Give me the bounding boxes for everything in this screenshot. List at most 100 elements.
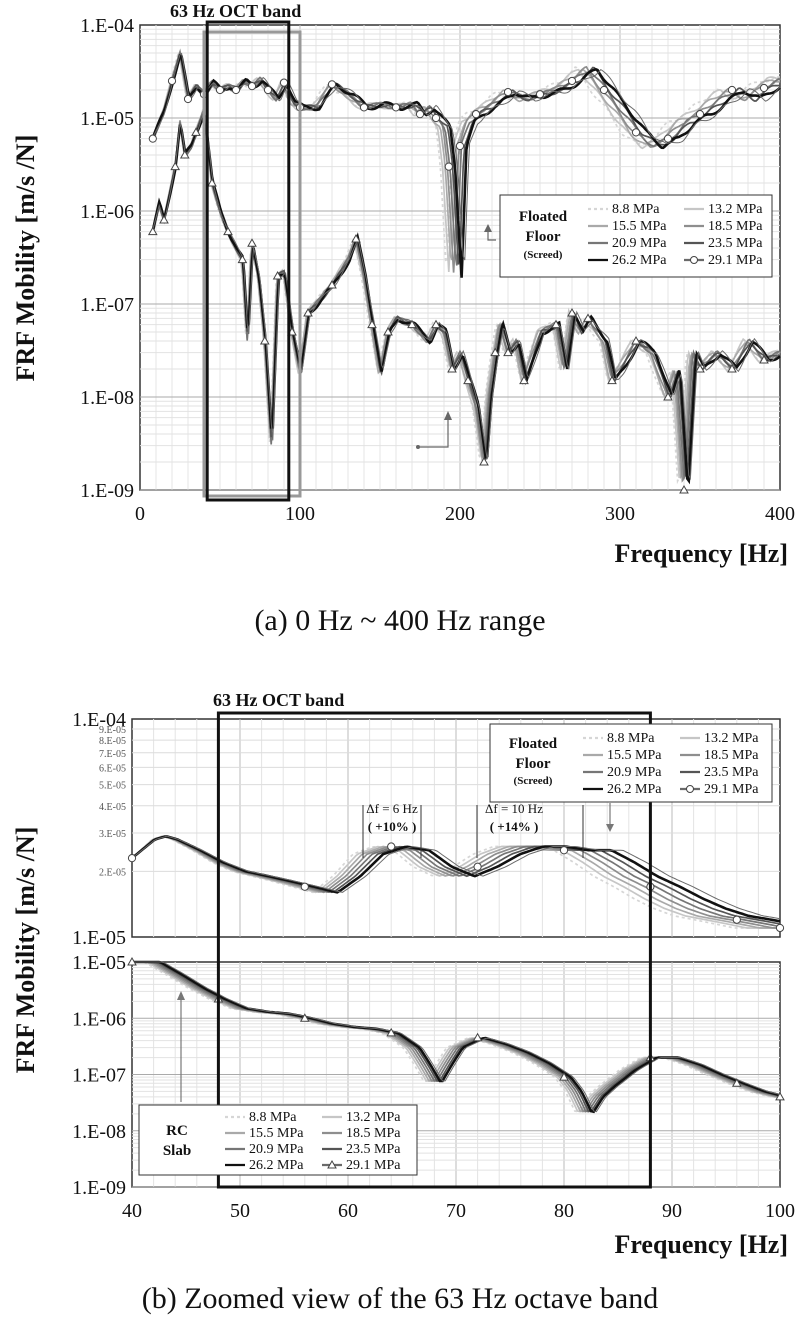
chart-b-legend-rc-label-13-2-mpa: 13.2 MPa [346,1110,401,1125]
chart-b-x-tick-label: 80 [554,1200,574,1222]
chart-b-x-tick-label: 60 [338,1200,358,1222]
chart-b-legend-rc-label-29-1-mpa: 29.1 MPa [346,1158,401,1173]
chart-a-rc-slab-marker [383,326,393,336]
chart-a-legend-label-15-5-mpa: 15.5 MPa [612,219,667,234]
chart-a-rc-slab-marker [237,254,248,264]
chart-a-rc-slab-marker [519,375,529,385]
chart-b-rc-slab-marker [386,1027,397,1037]
chart-a-floated-floor-marker [631,128,641,137]
chart-b-y-ticks: 1.E-05 1.E-04 2.E-05 3.E-05 4.E-05 5.E-05 6.E-… [72,709,126,1199]
chart-a-rc-slab-marker [583,313,593,322]
chart-a-caption: (a) 0 Hz ~ 400 Hz range [254,604,545,637]
chart-a-rc-slab-marker [327,280,337,289]
chart-a-arrow-rc-dot [416,445,420,449]
chart-a-rc-slab-marker [170,161,181,171]
chart-b-floated-floor-series-8-8-mpa [131,835,780,929]
chart-a-band-outline [205,20,291,502]
chart-a-legend-marker-29-1 [690,256,698,264]
chart-a-rc-slab-marker [351,233,361,243]
chart-b-legend-rc-label-20-9-mpa: 20.9 MPa [249,1142,304,1157]
chart-a-rc-slab-marker [191,127,201,136]
chart-b-bottom-y-tick-label: 1.E-08 [72,1121,126,1143]
chart-b-legend-floated-label-29-1-mpa: 29.1 MPa [704,782,759,797]
chart-b-y-axis-label: FRF Mobility [m/s /N] [11,827,40,1074]
chart-b-x-tick-label: 50 [230,1200,250,1222]
chart-b-top-y-minor-tick-label: 6.E-05 [99,763,126,774]
chart-b-top-y-minor-tick-label: 8.E-05 [99,736,126,747]
chart-a-legend-title-line2: Floor [526,229,561,245]
chart-a-arrows [416,224,496,449]
chart-b-bottom-y-tick-label: 1.E-09 [72,1177,126,1199]
chart-b-rc-slab-marker [559,1072,569,1081]
chart-b-top-y-tick-label: 1.E-05 [72,927,126,949]
chart-a-legend-label-29-1-mpa: 29.1 MPa [708,253,763,268]
chart-b-annotation-df10-pct: ( +14% ) [490,819,539,834]
chart-a-x-ticks: 0 100 200 300 400 [135,503,795,525]
chart-a-floated-floor-marker [759,83,769,93]
chart-b-rc-slab-marker [472,1032,483,1042]
chart-a-x-tick-label: 100 [285,503,315,525]
chart-a-rc-slab-marker [367,319,377,329]
chart-a-legend-subtitle: (Screed) [524,249,563,261]
chart-b-legend-floated-box [489,723,773,803]
chart-b-legend-floated-label-20-9-mpa: 20.9 MPa [607,765,662,780]
chart-a-floated-floor-series-26-2-mpa [151,53,781,278]
chart-a-floated-floor-marker [444,162,453,171]
chart-b-caption: (b) Zoomed view of the 63 Hz octave band [142,1282,659,1315]
chart-a-floated-floor-marker [215,85,225,95]
chart-b-top-y-tick-label: 1.E-04 [72,709,126,731]
chart-a-rc-slab-marker [223,226,233,236]
chart-a-legend-box [499,194,773,278]
chart-b-rc-slab-series-8-8-mpa [132,961,780,1113]
chart-a-arrow-rc [418,416,449,448]
chart-a-rc-slab-marker [663,391,673,401]
chart-b-bottom-y-tick-label: 1.E-05 [72,952,126,974]
chart-a-floated-floor-marker [148,134,157,143]
chart-b-legend-rc-title-line1: RC [166,1123,188,1139]
chart-a-floated-floor-marker [391,103,401,112]
chart-a-floated-floor-marker [247,82,257,91]
chart-b-legend-rc-label-15-5-mpa: 15.5 MPa [249,1126,304,1141]
chart-b-rc-slab-marker [299,1013,310,1022]
chart-b-legend-floated-title-line2: Floor [516,756,551,772]
chart-b-bottom-y-tick-label: 1.E-06 [72,1008,126,1030]
chart-a-floated-floor-marker [695,110,705,119]
chart-b-legend-rc-marker-29-1 [327,1159,337,1169]
chart-a-rc-slab-marker [479,456,489,466]
chart-b-legend-rc: RC Slab 8.8 MPa 13.2 MPa 15.5 MPa 18.5 MPa 20.… [138,1104,418,1176]
chart-b-top-y-minor-tick-label: 9.E-05 [99,725,126,736]
chart-b-floated-floor-series-29-1-mpa [131,835,781,920]
chart-a-y-tick-label: 1.E-06 [80,201,134,223]
chart-a-y-tick-label: 1.E-05 [80,108,134,130]
chart-a-floated-floor-marker [231,85,241,95]
chart-a-legend-label-13-2-mpa: 13.2 MPa [708,202,763,217]
chart-a-rc-slab-series-29-1-mpa [152,109,781,481]
chart-a-floated-floor-marker [663,134,673,143]
chart-a-rc-slab-marker [259,336,270,345]
chart-b-band-outline [216,711,652,1189]
chart-a-markers [147,76,769,494]
chart-a-floated-floor-marker [359,103,369,112]
chart-a-band-label: 63 Hz OCT band [170,1,301,21]
chart-b: 63 Hz OCT band 1.E-05 1.E-04 2.E-05 3.E-05 4… [11,690,795,1315]
chart-a-rc-slab-marker [759,354,769,364]
chart-b-top-y-minor-tick-label: 5.E-05 [99,781,126,792]
chart-a-y-tick-label: 1.E-09 [80,480,134,502]
chart-b-annotation-df6-pct: ( +10% ) [368,819,417,834]
chart-a-rc-slab-marker [147,226,158,236]
chart-a-legend: Floated Floor (Screed) 8.8 MPa 13.2 MPa 15.5 … [499,194,773,278]
chart-b-annotation-df6: Δf = 6 Hz [366,801,418,816]
chart-a-y-tick-label: 1.E-08 [80,387,134,409]
chart-b-series [131,835,781,1114]
chart-b-legend-rc-title-line2: Slab [163,1143,191,1159]
chart-b-x-tick-label: 70 [446,1200,466,1222]
chart-a-floated-floor-series-29-1-mpa [152,52,781,261]
chart-b-legend-rc-box [138,1104,418,1176]
chart-b-legend-rc-label-23-5-mpa: 23.5 MPa [346,1142,401,1157]
chart-b-band-label: 63 Hz OCT band [213,690,344,710]
chart-b-x-tick-label: 90 [662,1200,682,1222]
chart-a-legend-title-line1: Floated [519,209,568,225]
chart-a-floated-floor-marker [167,76,177,86]
chart-b-top-y-minor-tick-label: 4.E-05 [99,802,126,813]
